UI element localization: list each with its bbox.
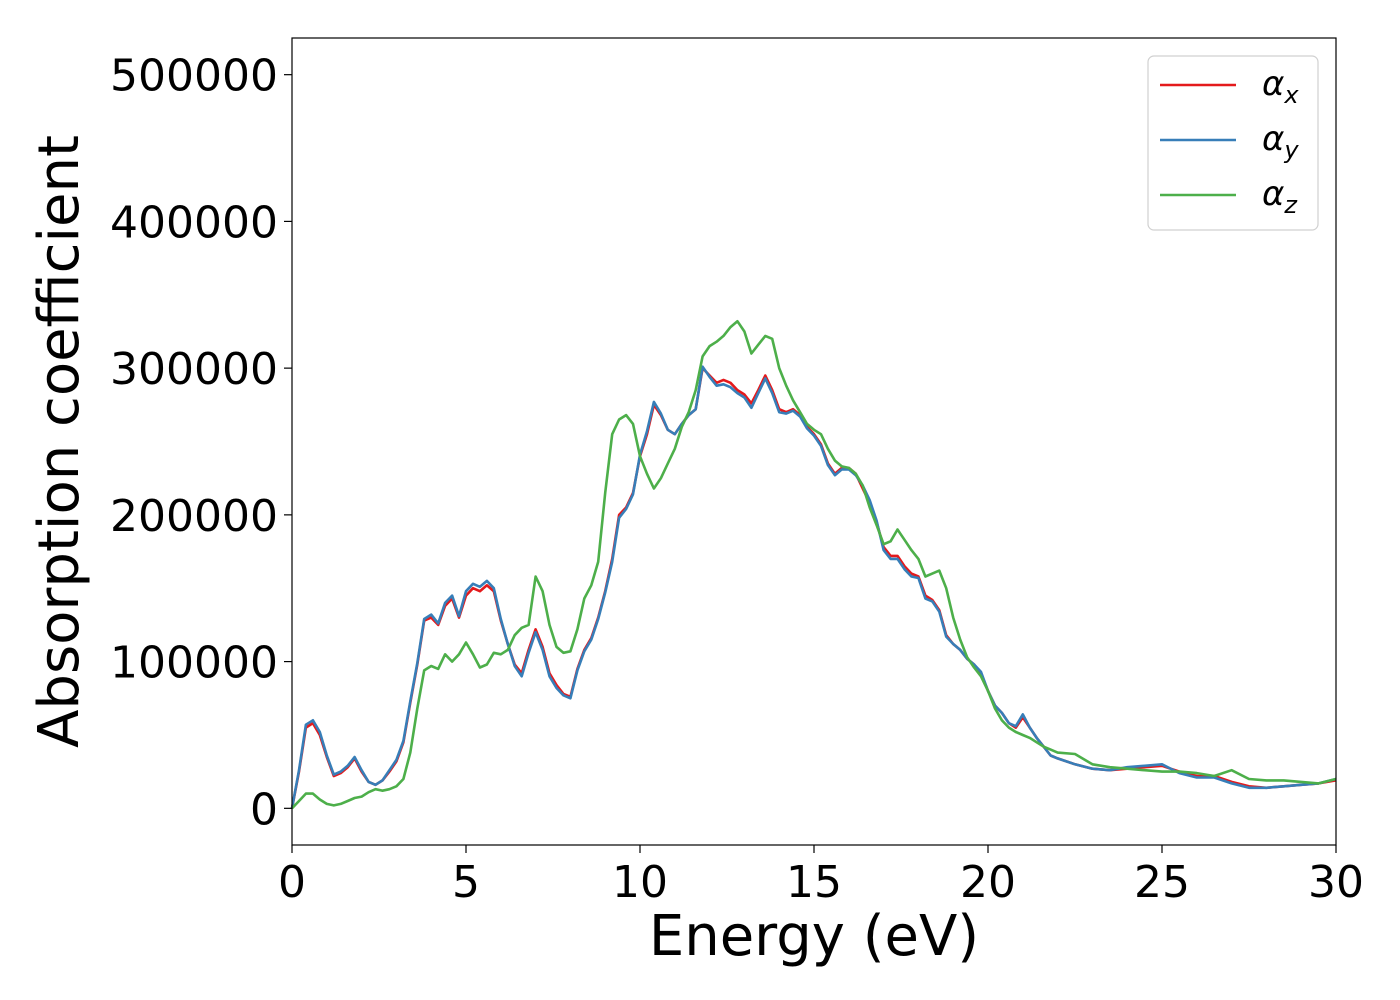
y-tick-label: 200000 (110, 491, 278, 542)
x-axis-label: Energy (eV) (649, 904, 979, 969)
y-axis-label: Absorption coefficient (27, 135, 92, 748)
legend: αx αy αz (1147, 55, 1319, 231)
y-tick-label: 300000 (110, 344, 278, 395)
series-line-y (290, 365, 1337, 809)
x-tick-label: 0 (278, 857, 306, 908)
x-tick-label: 10 (612, 857, 668, 908)
x-tick-label: 20 (960, 857, 1016, 908)
y-tick-label: 0 (250, 784, 278, 835)
x-axis: 0 5 10 15 20 25 30 (278, 845, 1364, 908)
x-tick-label: 15 (786, 857, 842, 908)
legend-label-y: αy (1262, 119, 1299, 164)
y-axis: 0 100000 200000 300000 400000 500000 (110, 51, 292, 835)
legend-box (1147, 55, 1319, 231)
y-tick-label: 400000 (110, 197, 278, 248)
series-line-z (291, 319, 1337, 810)
x-tick-label: 25 (1134, 857, 1190, 908)
x-tick-label: 30 (1308, 857, 1364, 908)
series-line-x (290, 366, 1337, 809)
series-layer (290, 319, 1337, 810)
x-tick-label: 5 (452, 857, 480, 908)
y-tick-label: 500000 (110, 51, 278, 102)
y-tick-label: 100000 (110, 638, 278, 689)
legend-label-z: αz (1262, 174, 1298, 219)
legend-label-x: αx (1262, 64, 1299, 109)
